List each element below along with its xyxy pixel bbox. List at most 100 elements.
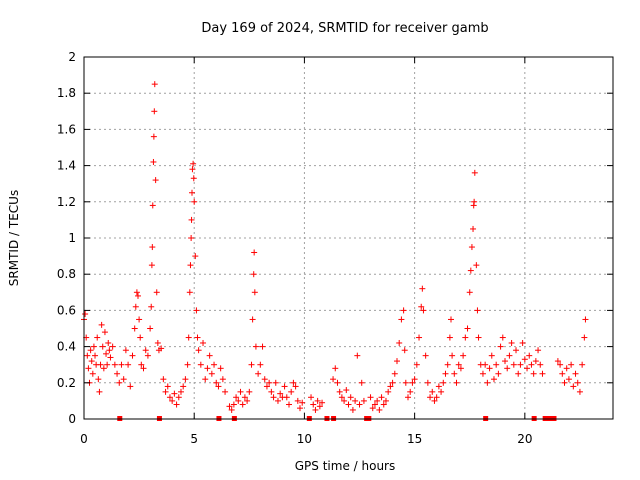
data-point xyxy=(345,401,352,408)
data-point xyxy=(455,361,462,368)
data-point xyxy=(120,376,127,383)
data-point xyxy=(429,388,436,395)
x-tick-label: 0 xyxy=(80,432,88,446)
y-tick-label: 0.6 xyxy=(57,303,76,317)
data-point xyxy=(422,352,429,359)
data-point xyxy=(259,343,266,350)
data-point xyxy=(185,334,192,341)
data-point xyxy=(135,292,142,299)
data-point xyxy=(217,365,224,372)
data-point xyxy=(169,397,176,404)
data-point xyxy=(471,169,478,176)
data-point xyxy=(508,339,515,346)
data-point xyxy=(484,379,491,386)
data-point xyxy=(433,394,440,401)
data-point xyxy=(468,244,475,251)
data-point xyxy=(447,316,454,323)
data-point xyxy=(127,383,134,390)
data-point xyxy=(125,361,132,368)
data-point xyxy=(85,365,92,372)
data-point xyxy=(336,388,343,395)
data-point xyxy=(526,352,533,359)
y-tick-labels: 0 0.2 0.4 0.6 0.8 1 1.2 1.4 1.6 1.8 2 xyxy=(57,50,76,426)
data-point xyxy=(435,383,442,390)
y-tick-label: 1.4 xyxy=(57,159,76,173)
data-point xyxy=(409,379,416,386)
data-point xyxy=(226,403,233,410)
data-point xyxy=(521,356,528,363)
data-point xyxy=(352,397,359,404)
x-tick-label: 10 xyxy=(297,432,312,446)
y-tick-label: 1.2 xyxy=(57,195,76,209)
data-point xyxy=(563,365,570,372)
data-point xyxy=(89,370,96,377)
data-point xyxy=(424,379,431,386)
data-point xyxy=(206,352,213,359)
data-point xyxy=(133,289,140,296)
data-point xyxy=(98,321,105,328)
data-point xyxy=(474,307,481,314)
data-point xyxy=(90,343,97,350)
data-point xyxy=(137,334,144,341)
data-point xyxy=(257,361,264,368)
data-point xyxy=(316,403,323,410)
axis-ticks xyxy=(83,56,613,420)
data-point xyxy=(294,397,301,404)
data-point xyxy=(114,370,121,377)
data-point xyxy=(190,175,197,182)
data-point xyxy=(559,370,566,377)
data-point xyxy=(136,316,143,323)
data-point xyxy=(382,397,389,404)
data-point xyxy=(149,244,156,251)
data-point xyxy=(427,394,434,401)
data-point xyxy=(308,394,315,401)
data-point xyxy=(281,383,288,390)
data-point xyxy=(193,307,200,314)
data-point xyxy=(162,388,169,395)
data-point xyxy=(230,401,237,408)
y-tick-label: 0.4 xyxy=(57,340,76,354)
data-point xyxy=(515,370,522,377)
data-point xyxy=(457,365,464,372)
data-point xyxy=(510,361,517,368)
data-point xyxy=(376,406,383,413)
data-point xyxy=(246,388,253,395)
data-point xyxy=(228,406,235,413)
x-tick-label: 5 xyxy=(190,432,198,446)
data-point xyxy=(513,347,520,354)
y-tick-label: 0 xyxy=(68,412,76,426)
data-point xyxy=(471,198,478,205)
data-point xyxy=(177,388,184,395)
grid-lines xyxy=(84,57,613,419)
y-axis-label: SRMTID / TECUs xyxy=(7,190,21,286)
data-point xyxy=(389,379,396,386)
data-point xyxy=(252,343,259,350)
data-point xyxy=(147,325,154,332)
data-point xyxy=(486,365,493,372)
data-point xyxy=(251,249,258,256)
data-point xyxy=(164,383,171,390)
x-axis-label: GPS time / hours xyxy=(295,459,396,473)
data-point xyxy=(288,388,295,395)
data-point xyxy=(482,361,489,368)
data-point xyxy=(103,350,110,357)
data-point xyxy=(354,352,361,359)
data-point xyxy=(488,352,495,359)
data-point xyxy=(530,370,537,377)
data-point xyxy=(190,160,197,167)
data-point xyxy=(499,334,506,341)
data-point xyxy=(208,370,215,377)
data-point xyxy=(184,361,191,368)
y-tick-label: 1.6 xyxy=(57,122,76,136)
data-point xyxy=(277,390,284,397)
x-tick-label: 15 xyxy=(407,432,422,446)
data-point xyxy=(440,379,447,386)
data-point xyxy=(187,262,194,269)
data-point xyxy=(467,267,474,274)
data-point xyxy=(343,387,350,394)
data-point xyxy=(118,361,125,368)
data-point xyxy=(215,383,222,390)
data-point xyxy=(101,329,108,336)
data-point xyxy=(211,361,218,368)
